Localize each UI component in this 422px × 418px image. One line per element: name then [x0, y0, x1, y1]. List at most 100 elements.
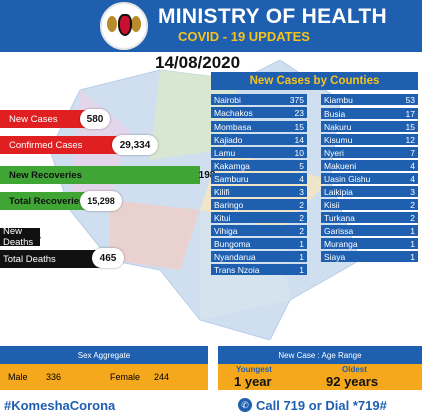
county-row: Machakos 23	[211, 107, 307, 118]
coat-of-arms-logo	[100, 2, 148, 50]
county-row: Busia 17	[321, 108, 418, 119]
county-row: Lamu 10	[211, 147, 307, 158]
county-value: 5	[299, 160, 304, 171]
county-value: 1	[299, 238, 304, 249]
lion-right	[131, 16, 141, 32]
county-row: Nyeri 7	[321, 147, 418, 158]
new-deaths-label: New Deaths	[3, 226, 34, 248]
header-banner: MINISTRY OF HEALTH COVID - 19 UPDATES	[0, 0, 422, 52]
county-row: Garissa 1	[321, 225, 418, 236]
county-row: Makueni 4	[321, 160, 418, 171]
county-value: 1	[410, 238, 415, 249]
county-name: Uasin Gishu	[324, 173, 371, 184]
age-range-panel: Youngest 1 year Oldest 92 years	[218, 364, 422, 390]
new-cases-value: 580	[80, 109, 110, 129]
county-value: 2	[410, 199, 415, 210]
male-label: Male	[8, 372, 28, 382]
county-row: Kajiado 14	[211, 134, 307, 145]
county-name: Garissa	[324, 225, 354, 236]
county-row: Laikipia 3	[321, 186, 418, 197]
county-name: Kisii	[324, 199, 340, 210]
counties-title: New Cases by Counties	[211, 72, 418, 90]
female-label: Female	[110, 372, 141, 382]
county-name: Kajiado	[214, 134, 243, 145]
county-value: 3	[299, 186, 304, 197]
county-value: 1	[410, 251, 415, 262]
new-deaths-value: 5	[35, 231, 41, 243]
new-cases-label: New Cases	[9, 113, 58, 125]
county-name: Nyandarua	[214, 251, 256, 262]
sex-aggregate-title: Sex Aggregate	[0, 346, 208, 364]
county-value: 2	[299, 225, 304, 236]
sex-aggregate-panel: Male 336 Female 244	[0, 364, 208, 390]
county-value: 375	[289, 94, 304, 105]
county-name: Nakuru	[324, 121, 352, 132]
new-recoveries-label: New Recoveries	[9, 169, 82, 181]
county-value: 2	[410, 212, 415, 223]
new-recoveries-value: 198	[198, 169, 216, 181]
county-value: 1	[410, 225, 415, 236]
county-name: Bungoma	[214, 238, 251, 249]
page-title: MINISTRY OF HEALTH	[158, 5, 388, 28]
youngest-label: Youngest	[236, 365, 272, 374]
female-value: 244	[154, 372, 170, 382]
county-value: 4	[410, 173, 415, 184]
county-row: Kisumu 12	[321, 134, 418, 145]
county-row: Turkana 2	[321, 212, 418, 223]
total-recoveries-box: Total Recoveries	[0, 192, 92, 210]
county-value: 10	[294, 147, 304, 158]
county-name: Machakos	[214, 107, 253, 118]
county-value: 17	[405, 108, 415, 119]
county-value: 15	[294, 121, 304, 132]
county-row: Samburu 4	[211, 173, 307, 184]
total-deaths-box: Total Deaths	[0, 250, 102, 268]
county-row: Trans Nzoia 1	[211, 264, 307, 275]
county-value: 15	[405, 121, 415, 132]
county-value: 4	[299, 173, 304, 184]
county-name: Nyeri	[324, 147, 344, 158]
oldest-value: 92 years	[326, 374, 379, 389]
county-row: Baringo 2	[211, 199, 307, 210]
new-recoveries-box: New Recoveries	[0, 166, 200, 184]
total-recoveries-value: 15,298	[80, 191, 122, 211]
county-value: 14	[294, 134, 304, 145]
total-deaths-value: 465	[92, 248, 124, 268]
county-name: Kitui	[214, 212, 231, 223]
county-value: 23	[294, 107, 304, 118]
county-value: 53	[405, 94, 415, 105]
county-name: Makueni	[324, 160, 357, 171]
county-name: Vihiga	[214, 225, 238, 236]
hashtag: #KomeshaCorona	[4, 398, 116, 413]
county-name: Busia	[324, 108, 346, 119]
county-value: 4	[410, 160, 415, 171]
phone-icon: ✆	[238, 398, 252, 412]
county-name: Laikipia	[324, 186, 353, 197]
county-row: Nairobi 375	[211, 94, 307, 105]
confirmed-cases-label: Confirmed Cases	[9, 139, 83, 151]
county-name: Mombasa	[214, 121, 252, 132]
county-value: 7	[410, 147, 415, 158]
county-name: Kisumu	[324, 134, 353, 145]
county-name: Lamu	[214, 147, 236, 158]
report-date: 14/08/2020	[155, 53, 241, 72]
total-recoveries-label: Total Recoveries	[9, 195, 85, 207]
county-value: 1	[299, 251, 304, 262]
county-name: Baringo	[214, 199, 244, 210]
county-row: Kiambu 53	[321, 94, 418, 105]
lion-left	[107, 16, 117, 32]
county-name: Trans Nzoia	[214, 264, 260, 275]
page-subtitle: COVID - 19 UPDATES	[178, 29, 310, 44]
youngest-value: 1 year	[234, 374, 272, 389]
county-row: Nyandarua 1	[211, 251, 307, 262]
male-value: 336	[46, 372, 62, 382]
call-info: Call 719 or Dial *719#	[256, 398, 387, 413]
age-range-title: New Case : Age Range	[218, 346, 422, 364]
county-name: Turkana	[324, 212, 355, 223]
county-value: 2	[299, 199, 304, 210]
county-name: Siaya	[324, 251, 346, 262]
confirmed-cases-value: 29,334	[112, 135, 158, 155]
county-name: Samburu	[214, 173, 249, 184]
county-name: Nairobi	[214, 94, 241, 105]
county-row: Nakuru 15	[321, 121, 418, 132]
shield-icon	[118, 14, 132, 36]
